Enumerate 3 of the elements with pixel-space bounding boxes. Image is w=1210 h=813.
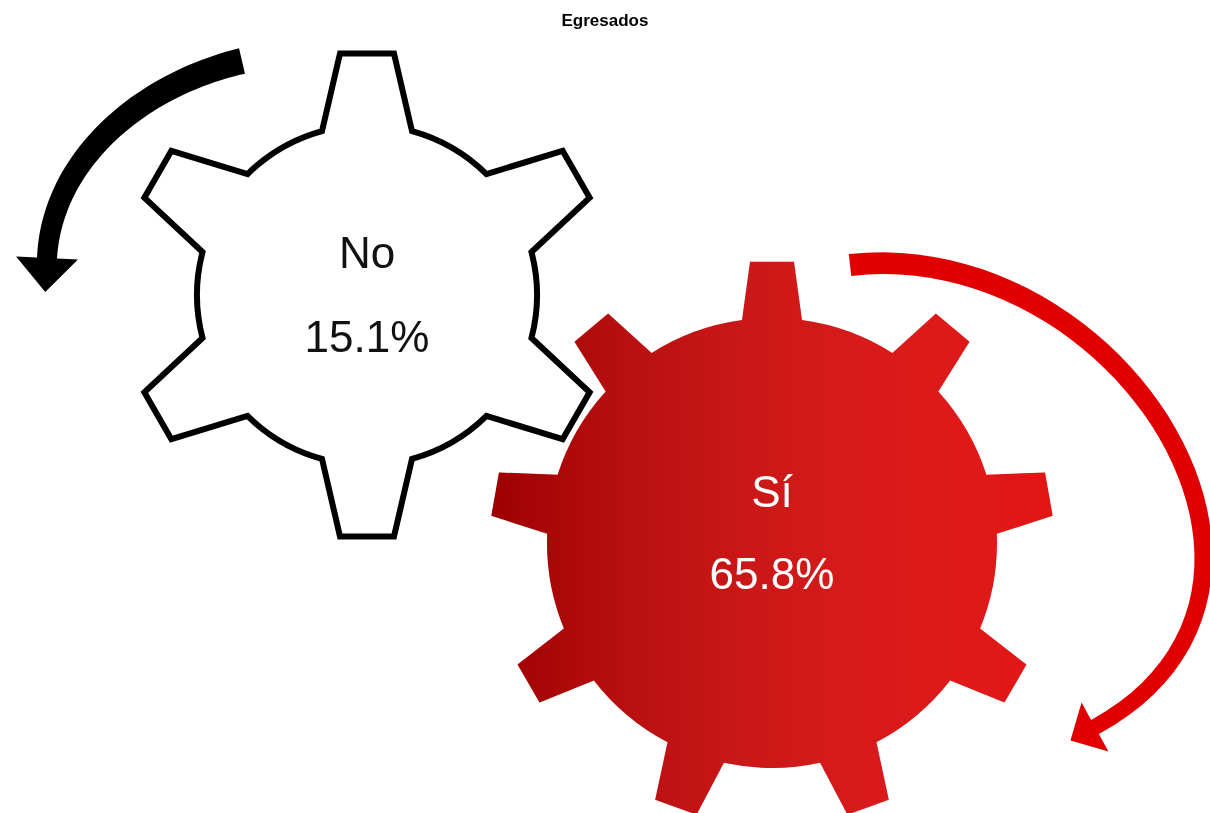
data-label: 15.1% bbox=[304, 311, 430, 361]
category-label: No bbox=[338, 227, 396, 277]
text: Egresados bbox=[561, 10, 649, 30]
